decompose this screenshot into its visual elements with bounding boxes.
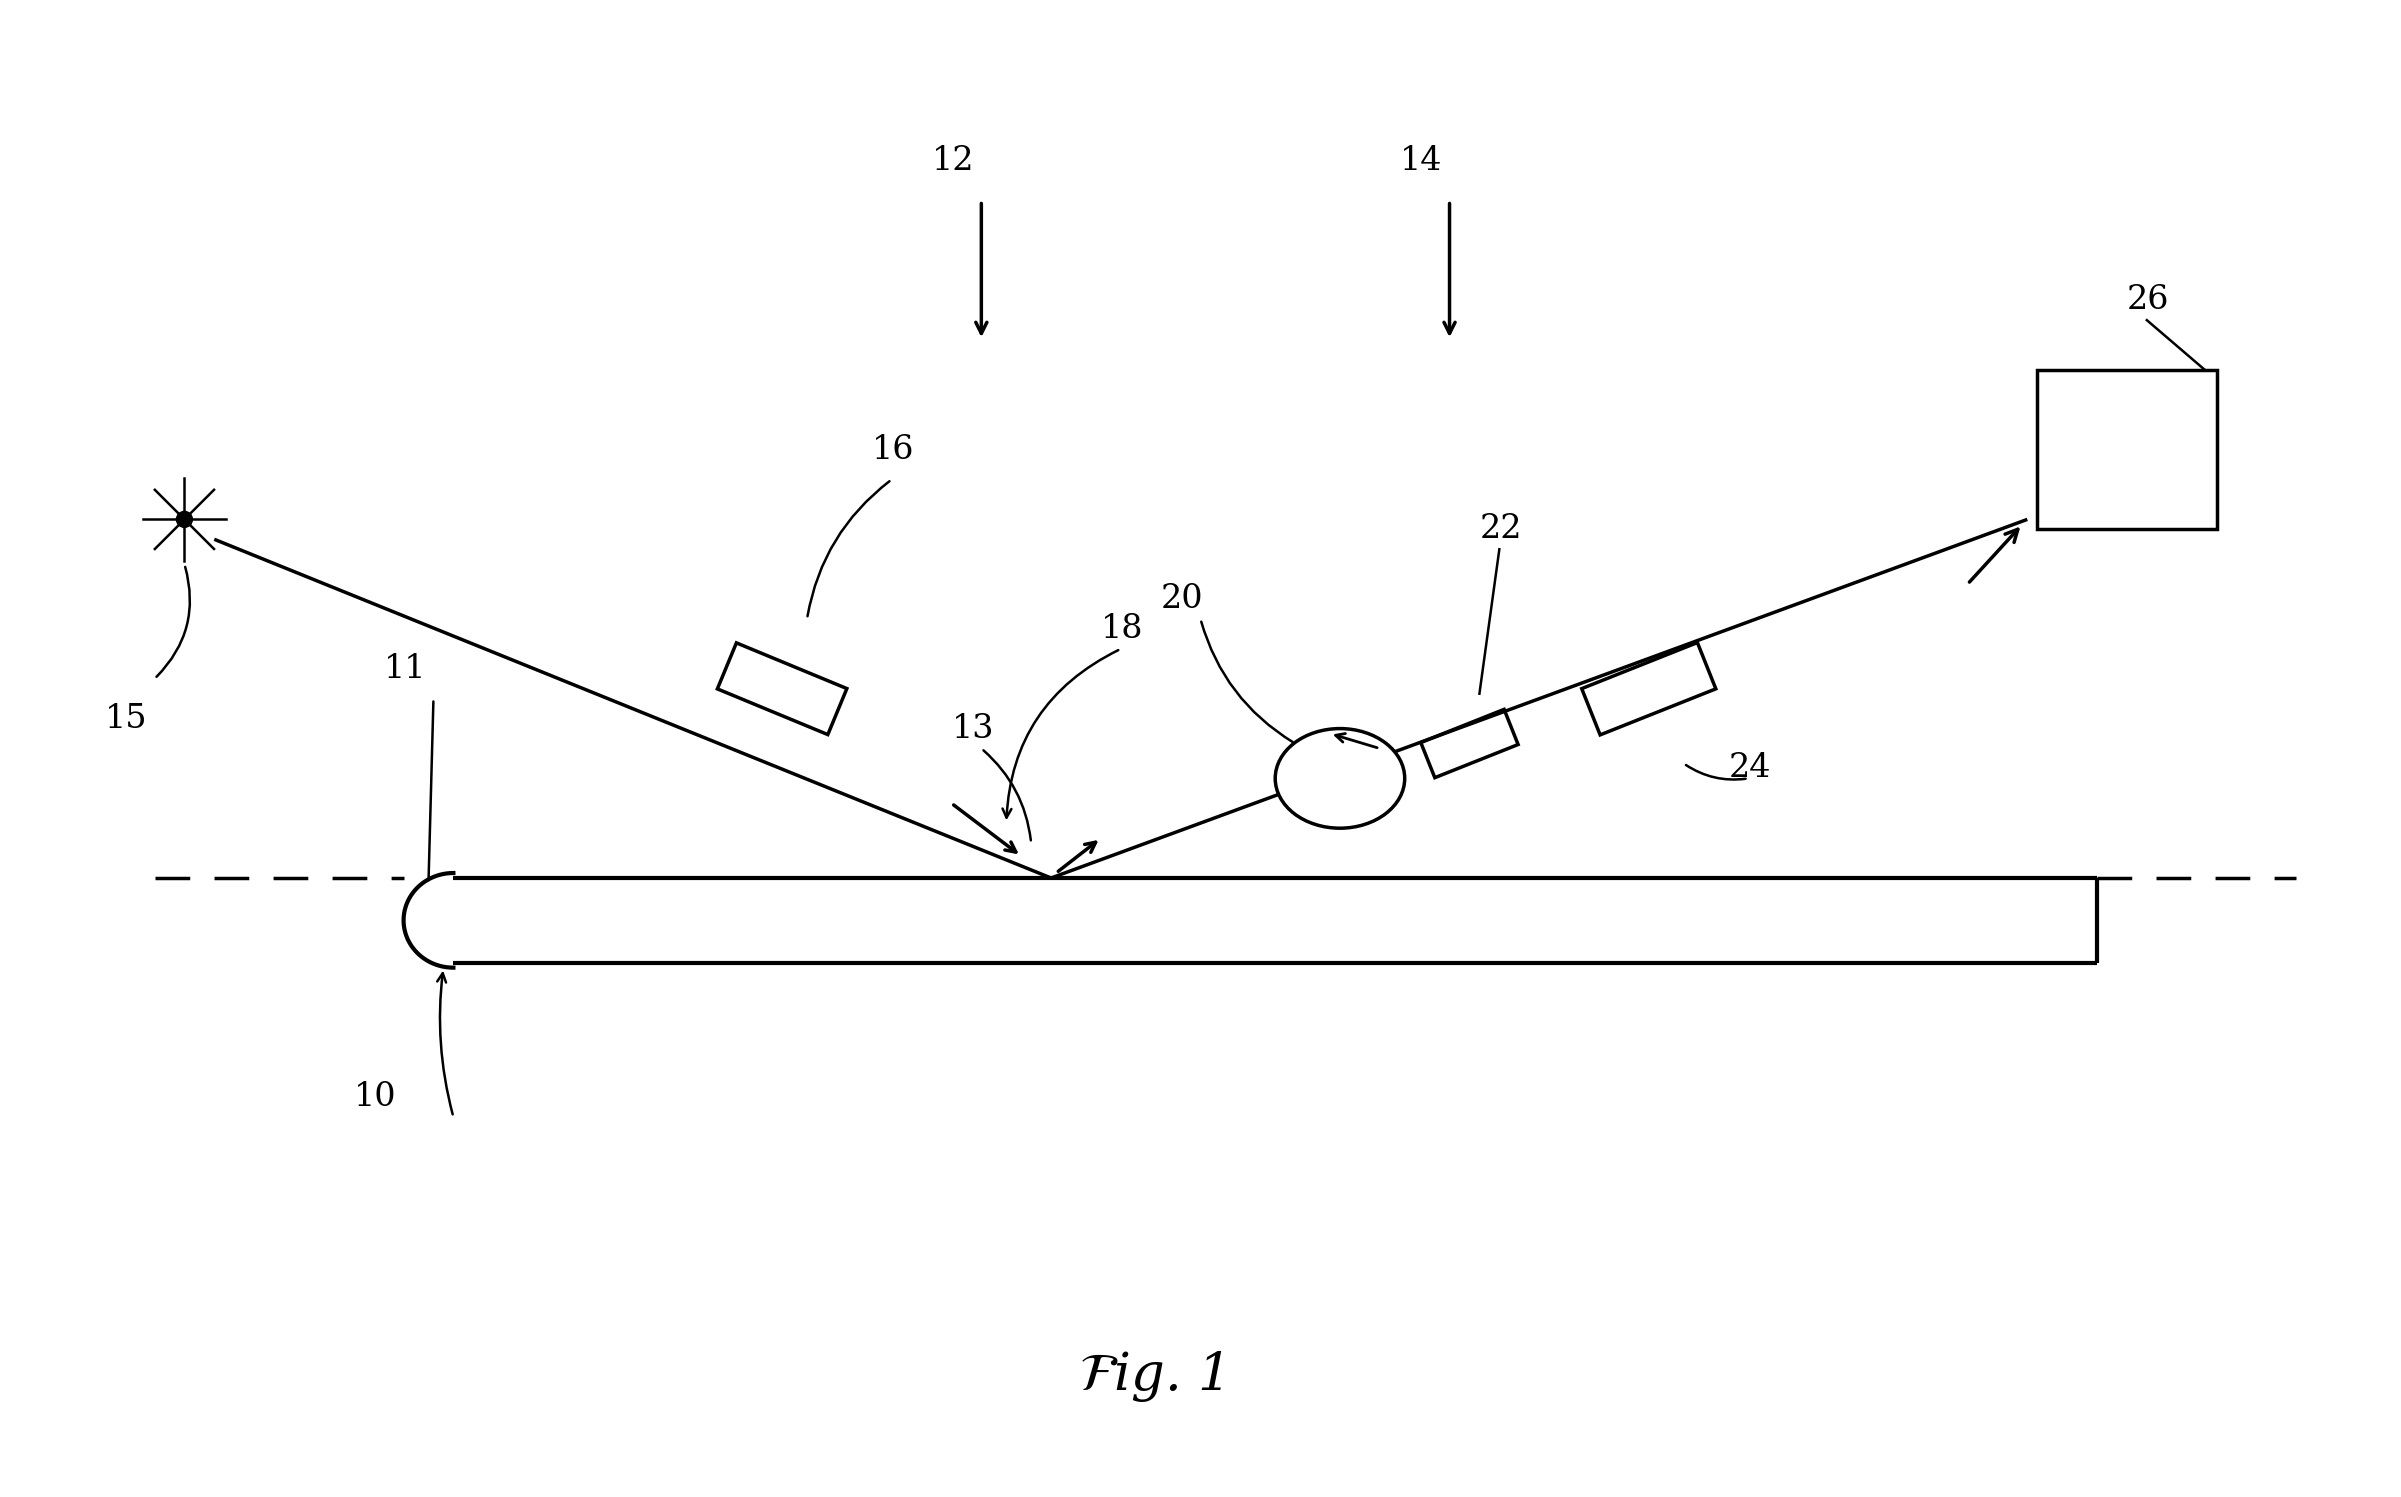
Text: 10: 10 xyxy=(353,1081,396,1114)
Text: 13: 13 xyxy=(951,713,994,744)
Text: $\mathcal{F}$ig. 1: $\mathcal{F}$ig. 1 xyxy=(1078,1349,1222,1404)
Text: 24: 24 xyxy=(1729,753,1772,784)
Polygon shape xyxy=(2038,370,2216,530)
Text: 26: 26 xyxy=(2127,284,2171,316)
Text: 11: 11 xyxy=(384,653,425,684)
Text: 16: 16 xyxy=(872,434,915,466)
Polygon shape xyxy=(1582,642,1717,735)
Text: 22: 22 xyxy=(1479,513,1522,545)
Polygon shape xyxy=(1421,710,1517,777)
Text: 18: 18 xyxy=(1102,612,1143,645)
Text: 14: 14 xyxy=(1400,145,1443,177)
Ellipse shape xyxy=(1275,729,1405,828)
Circle shape xyxy=(175,512,192,527)
Text: 12: 12 xyxy=(932,145,975,177)
Text: 15: 15 xyxy=(106,702,146,735)
Text: 20: 20 xyxy=(1160,582,1203,615)
Polygon shape xyxy=(718,642,848,735)
